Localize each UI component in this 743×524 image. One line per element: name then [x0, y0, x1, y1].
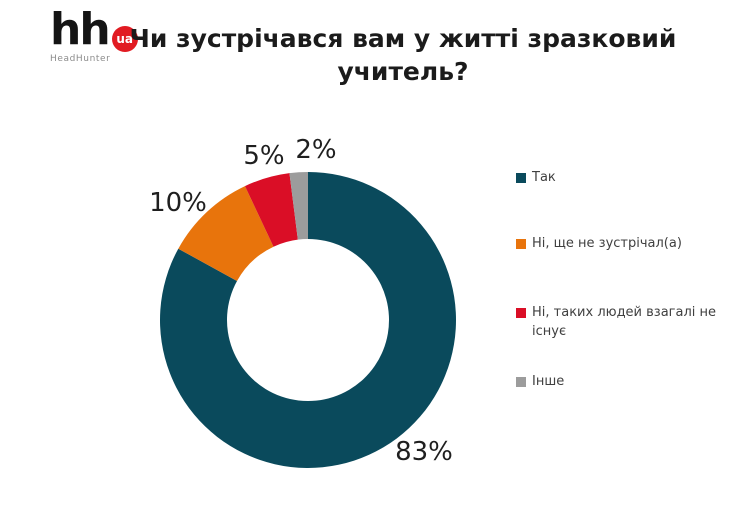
logo-subtitle: HeadHunter [50, 54, 111, 64]
logo-ua-badge: ua [111, 26, 138, 52]
logo-ua-text: ua [116, 32, 133, 46]
segment-value-label-inshe: 2% [295, 135, 337, 165]
legend-item-inshe: Інше [516, 372, 738, 391]
legend-swatch-ni-takykh [516, 308, 526, 318]
donut-segment [244, 173, 298, 247]
donut-segment [160, 172, 457, 468]
legend-label-inshe: Інше [532, 374, 565, 389]
chart-title: Чи зустрічався вам у житті зразковий учи… [33, 22, 743, 88]
legend-item-ni-shche: Ні, ще не зустрічал(а) [516, 234, 738, 253]
donut-segment [289, 172, 308, 240]
chart-title-line-2: учитель? [337, 57, 469, 86]
logo-row: hh ua [50, 4, 160, 55]
legend-label-ni-takykh: Ні, таких людей взагалі не існує [532, 305, 717, 339]
segment-value-label-ni-shche: 10% [149, 188, 207, 218]
legend-item-ni-takykh: Ні, таких людей взагалі не існує [516, 303, 738, 341]
legend-label-ni-shche: Ні, ще не зустрічал(а) [532, 236, 682, 251]
logo-hh-text: hh [50, 4, 111, 55]
donut-segment [178, 186, 274, 281]
chart-title-line-1: Чи зустрічався вам у житті зразковий [129, 24, 677, 53]
segment-value-label-ni-takykh: 5% [243, 141, 285, 171]
headhunter-logo: hh ua HeadHunter [50, 4, 160, 64]
legend-item-tak: Так [516, 168, 738, 187]
legend-swatch-tak [516, 173, 526, 183]
legend-swatch-ni-shche [516, 239, 526, 249]
legend-swatch-inshe [516, 377, 526, 387]
segment-value-label-tak: 83% [395, 437, 453, 467]
legend-label-tak: Так [532, 170, 556, 185]
